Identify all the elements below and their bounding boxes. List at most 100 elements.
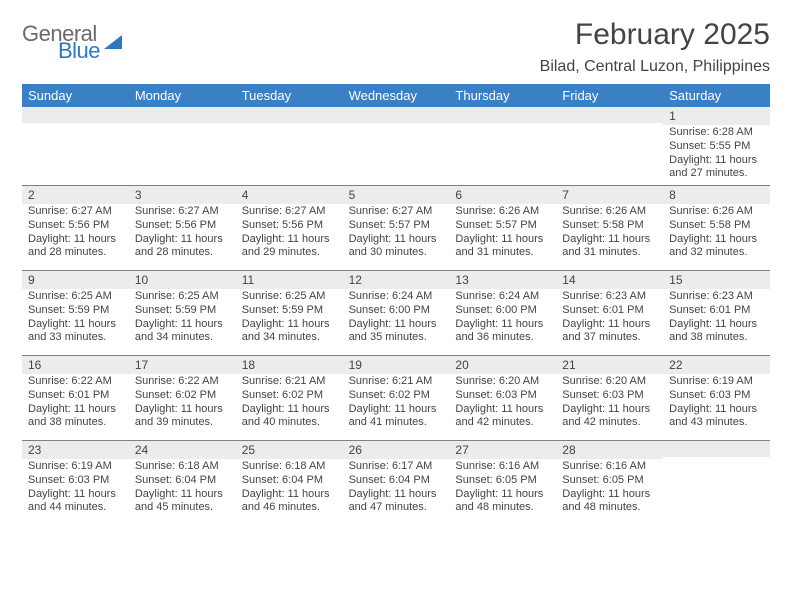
day-body: Sunrise: 6:26 AMSunset: 5:57 PMDaylight:… [449,204,556,264]
page-header: General Blue February 2025 Bilad, Centra… [22,18,770,76]
dow-friday: Friday [556,84,663,107]
dow-sunday: Sunday [22,84,129,107]
sunset-text: Sunset: 5:56 PM [28,219,123,233]
daylight-text: Daylight: 11 hours and 31 minutes. [455,233,550,261]
day-cell: 6Sunrise: 6:26 AMSunset: 5:57 PMDaylight… [449,186,556,270]
day-body: Sunrise: 6:21 AMSunset: 6:02 PMDaylight:… [236,374,343,434]
sunset-text: Sunset: 6:03 PM [669,389,764,403]
daylight-text: Daylight: 11 hours and 38 minutes. [669,318,764,346]
daylight-text: Daylight: 11 hours and 36 minutes. [455,318,550,346]
daylight-text: Daylight: 11 hours and 46 minutes. [242,488,337,516]
day-cell: 17Sunrise: 6:22 AMSunset: 6:02 PMDayligh… [129,356,236,440]
day-cell: 18Sunrise: 6:21 AMSunset: 6:02 PMDayligh… [236,356,343,440]
sunrise-text: Sunrise: 6:23 AM [562,290,657,304]
sunset-text: Sunset: 6:01 PM [669,304,764,318]
day-body: Sunrise: 6:18 AMSunset: 6:04 PMDaylight:… [236,459,343,519]
day-body: Sunrise: 6:26 AMSunset: 5:58 PMDaylight:… [556,204,663,264]
sunrise-text: Sunrise: 6:17 AM [349,460,444,474]
day-body: Sunrise: 6:25 AMSunset: 5:59 PMDaylight:… [22,289,129,349]
sunset-text: Sunset: 6:02 PM [349,389,444,403]
sunset-text: Sunset: 6:02 PM [135,389,230,403]
daylight-text: Daylight: 11 hours and 43 minutes. [669,403,764,431]
sunrise-text: Sunrise: 6:27 AM [349,205,444,219]
sunrise-text: Sunrise: 6:20 AM [562,375,657,389]
daylight-text: Daylight: 11 hours and 29 minutes. [242,233,337,261]
sunset-text: Sunset: 6:03 PM [562,389,657,403]
day-cell [129,107,236,185]
weeks-container: 1Sunrise: 6:28 AMSunset: 5:55 PMDaylight… [22,107,770,525]
sunrise-text: Sunrise: 6:22 AM [28,375,123,389]
day-cell: 27Sunrise: 6:16 AMSunset: 6:05 PMDayligh… [449,441,556,525]
day-number: 8 [663,186,770,204]
daylight-text: Daylight: 11 hours and 37 minutes. [562,318,657,346]
daylight-text: Daylight: 11 hours and 30 minutes. [349,233,444,261]
sunset-text: Sunset: 5:56 PM [242,219,337,233]
day-number: 4 [236,186,343,204]
day-cell: 24Sunrise: 6:18 AMSunset: 6:04 PMDayligh… [129,441,236,525]
day-body [449,123,556,128]
day-number: 12 [343,271,450,289]
dow-thursday: Thursday [449,84,556,107]
day-cell: 7Sunrise: 6:26 AMSunset: 5:58 PMDaylight… [556,186,663,270]
sunrise-text: Sunrise: 6:23 AM [669,290,764,304]
week-row: 1Sunrise: 6:28 AMSunset: 5:55 PMDaylight… [22,107,770,185]
day-body: Sunrise: 6:20 AMSunset: 6:03 PMDaylight:… [556,374,663,434]
daylight-text: Daylight: 11 hours and 27 minutes. [669,154,764,182]
daylight-text: Daylight: 11 hours and 32 minutes. [669,233,764,261]
day-body: Sunrise: 6:27 AMSunset: 5:56 PMDaylight:… [22,204,129,264]
day-cell: 5Sunrise: 6:27 AMSunset: 5:57 PMDaylight… [343,186,450,270]
day-cell [236,107,343,185]
day-number: 26 [343,441,450,459]
day-number: 9 [22,271,129,289]
day-cell: 28Sunrise: 6:16 AMSunset: 6:05 PMDayligh… [556,441,663,525]
sunset-text: Sunset: 6:04 PM [242,474,337,488]
day-body: Sunrise: 6:22 AMSunset: 6:02 PMDaylight:… [129,374,236,434]
day-number: 10 [129,271,236,289]
brand-text: General Blue [22,24,100,62]
sunrise-text: Sunrise: 6:20 AM [455,375,550,389]
sunset-text: Sunset: 5:57 PM [455,219,550,233]
daylight-text: Daylight: 11 hours and 45 minutes. [135,488,230,516]
day-cell: 23Sunrise: 6:19 AMSunset: 6:03 PMDayligh… [22,441,129,525]
day-body: Sunrise: 6:16 AMSunset: 6:05 PMDaylight:… [449,459,556,519]
day-body: Sunrise: 6:27 AMSunset: 5:57 PMDaylight:… [343,204,450,264]
day-cell [343,107,450,185]
sunrise-text: Sunrise: 6:27 AM [242,205,337,219]
day-number: 7 [556,186,663,204]
day-number: 19 [343,356,450,374]
sunrise-text: Sunrise: 6:24 AM [349,290,444,304]
day-body: Sunrise: 6:25 AMSunset: 5:59 PMDaylight:… [129,289,236,349]
sunset-text: Sunset: 6:00 PM [349,304,444,318]
sunset-text: Sunset: 5:55 PM [669,140,764,154]
day-number: 21 [556,356,663,374]
sunrise-text: Sunrise: 6:24 AM [455,290,550,304]
day-number: 27 [449,441,556,459]
sunrise-text: Sunrise: 6:25 AM [135,290,230,304]
sunset-text: Sunset: 6:05 PM [562,474,657,488]
sunrise-text: Sunrise: 6:25 AM [28,290,123,304]
sunset-text: Sunset: 6:01 PM [28,389,123,403]
day-cell: 16Sunrise: 6:22 AMSunset: 6:01 PMDayligh… [22,356,129,440]
day-number: 22 [663,356,770,374]
day-cell: 21Sunrise: 6:20 AMSunset: 6:03 PMDayligh… [556,356,663,440]
daylight-text: Daylight: 11 hours and 41 minutes. [349,403,444,431]
daylight-text: Daylight: 11 hours and 33 minutes. [28,318,123,346]
day-cell: 14Sunrise: 6:23 AMSunset: 6:01 PMDayligh… [556,271,663,355]
day-cell: 4Sunrise: 6:27 AMSunset: 5:56 PMDaylight… [236,186,343,270]
dow-wednesday: Wednesday [343,84,450,107]
dow-saturday: Saturday [663,84,770,107]
daylight-text: Daylight: 11 hours and 38 minutes. [28,403,123,431]
sunrise-text: Sunrise: 6:26 AM [562,205,657,219]
day-number: 3 [129,186,236,204]
day-number: 15 [663,271,770,289]
sunset-text: Sunset: 5:58 PM [669,219,764,233]
sunset-text: Sunset: 5:59 PM [135,304,230,318]
sunrise-text: Sunrise: 6:27 AM [135,205,230,219]
sunset-text: Sunset: 6:04 PM [349,474,444,488]
day-number: 28 [556,441,663,459]
daylight-text: Daylight: 11 hours and 40 minutes. [242,403,337,431]
sunset-text: Sunset: 5:59 PM [242,304,337,318]
day-cell: 3Sunrise: 6:27 AMSunset: 5:56 PMDaylight… [129,186,236,270]
day-cell: 26Sunrise: 6:17 AMSunset: 6:04 PMDayligh… [343,441,450,525]
day-number [22,107,129,123]
